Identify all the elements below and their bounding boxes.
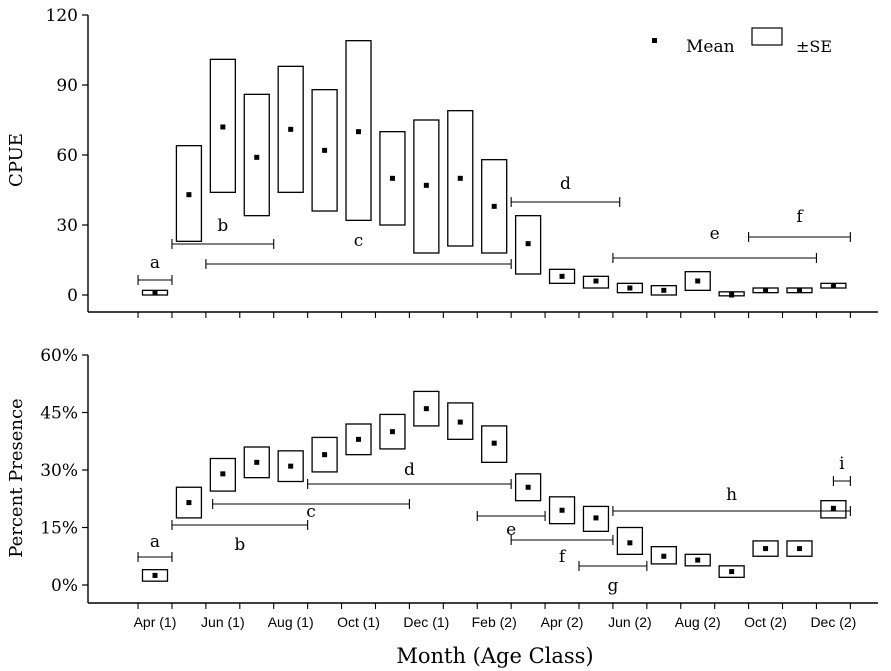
mean-point [491, 203, 497, 209]
y-tick-label: 15% [40, 519, 78, 539]
bottom-y-axis-label: Percent Presence [6, 398, 27, 557]
group-label: a [150, 532, 160, 552]
mean-point [356, 436, 362, 442]
y-tick-label: 0 [67, 286, 78, 306]
mean-point [593, 278, 599, 284]
x-tick-label: Feb (2) [472, 614, 517, 630]
mean-point [186, 500, 192, 506]
top-series [141, 40, 847, 298]
se-box [175, 486, 203, 519]
mean-point [220, 124, 226, 130]
x-tick-label: Jun (1) [201, 614, 245, 630]
group-label: f [559, 547, 567, 567]
top-axes: 0 30 60 90 120 [46, 6, 878, 318]
mean-point [729, 292, 735, 298]
group-label: f [796, 207, 804, 227]
y-tick-label: 30 [56, 216, 78, 236]
mean-point [389, 429, 395, 435]
group-label: b [234, 535, 245, 555]
y-tick-label: 0% [51, 576, 78, 596]
y-tick-label: 90 [56, 76, 78, 96]
group-label: i [839, 454, 845, 474]
top-y-axis-label: CPUE [6, 133, 27, 187]
mean-point [593, 515, 599, 521]
x-tick-label: Aug (2) [675, 614, 721, 630]
top-groups: a b c d e f [137, 174, 851, 285]
bottom-axes: 0% 15% 30% 45% 60% [40, 346, 878, 609]
mean-point [457, 419, 463, 425]
bottom-panel: 0% 15% 30% 45% 60% Percent Presence a b c d e f g h… [6, 346, 878, 630]
se-box [345, 423, 372, 456]
mean-point [830, 283, 836, 289]
bottom-series [141, 390, 847, 582]
bottom-groups: a b c d e f g h i [137, 454, 851, 596]
mean-point [661, 287, 667, 293]
mean-point [220, 471, 226, 477]
y-tick-label: 60 [56, 146, 78, 166]
x-tick-label: Aug (1) [268, 614, 314, 630]
mean-point [288, 126, 294, 132]
group-label: e [506, 520, 516, 540]
mean-point [763, 546, 769, 552]
mean-point [423, 406, 429, 412]
legend-se-box [751, 27, 783, 46]
top-legend: Mean ±SE [652, 27, 832, 57]
mean-point [288, 463, 294, 469]
mean-point [627, 540, 633, 546]
x-tick-labels: Apr (1) Jun (1) Aug (1) Oct (1) Dec (1) Feb (… [134, 614, 857, 630]
x-tick-label: Oct (2) [744, 614, 787, 630]
x-tick-label: Oct (1) [337, 614, 380, 630]
mean-point [322, 147, 328, 153]
legend-mean-label: Mean [686, 37, 735, 57]
mean-point [254, 154, 260, 160]
group-label: e [710, 224, 720, 244]
mean-point [356, 129, 362, 135]
legend-se-label: ±SE [796, 37, 832, 56]
mean-point [796, 546, 802, 552]
mean-point [322, 452, 328, 458]
legend-mean-marker [652, 38, 657, 43]
y-tick-label: 60% [40, 346, 78, 366]
group-label: d [560, 174, 571, 194]
group-label: c [306, 502, 316, 522]
mean-point [525, 484, 531, 490]
x-tick-label: Dec (1) [403, 614, 449, 630]
group-label: h [726, 485, 737, 505]
mean-point [491, 440, 497, 446]
group-label: d [404, 460, 415, 480]
y-tick-label: 120 [46, 6, 78, 26]
y-tick-label: 45% [40, 404, 78, 424]
group-label: g [607, 576, 618, 596]
mean-point [525, 241, 531, 247]
mean-point [763, 287, 769, 293]
mean-point [559, 507, 565, 513]
mean-point [457, 175, 463, 181]
group-label: c [354, 231, 364, 251]
mean-point [661, 553, 667, 559]
x-tick-label: Apr (2) [541, 614, 584, 630]
mean-point [796, 287, 802, 293]
mean-point [152, 572, 158, 578]
x-axis-label: Month (Age Class) [396, 644, 593, 668]
mean-point [695, 278, 701, 284]
mean-point [152, 290, 158, 296]
x-tick-label: Jun (2) [608, 614, 652, 630]
mean-point [830, 505, 836, 511]
mean-point [423, 182, 429, 188]
mean-point [695, 557, 701, 563]
mean-point [627, 285, 633, 291]
mean-point [729, 569, 735, 575]
mean-point [254, 459, 260, 465]
group-label: b [217, 216, 228, 236]
mean-point [559, 273, 565, 279]
y-tick-label: 30% [40, 461, 78, 481]
x-tick-label: Dec (2) [810, 614, 856, 630]
group-label: a [150, 253, 160, 273]
top-panel: 0 30 60 90 120 CPUE Mean ±SE a b c d e f [6, 6, 878, 318]
mean-point [186, 192, 192, 198]
mean-point [389, 175, 395, 181]
x-tick-label: Apr (1) [134, 614, 177, 630]
